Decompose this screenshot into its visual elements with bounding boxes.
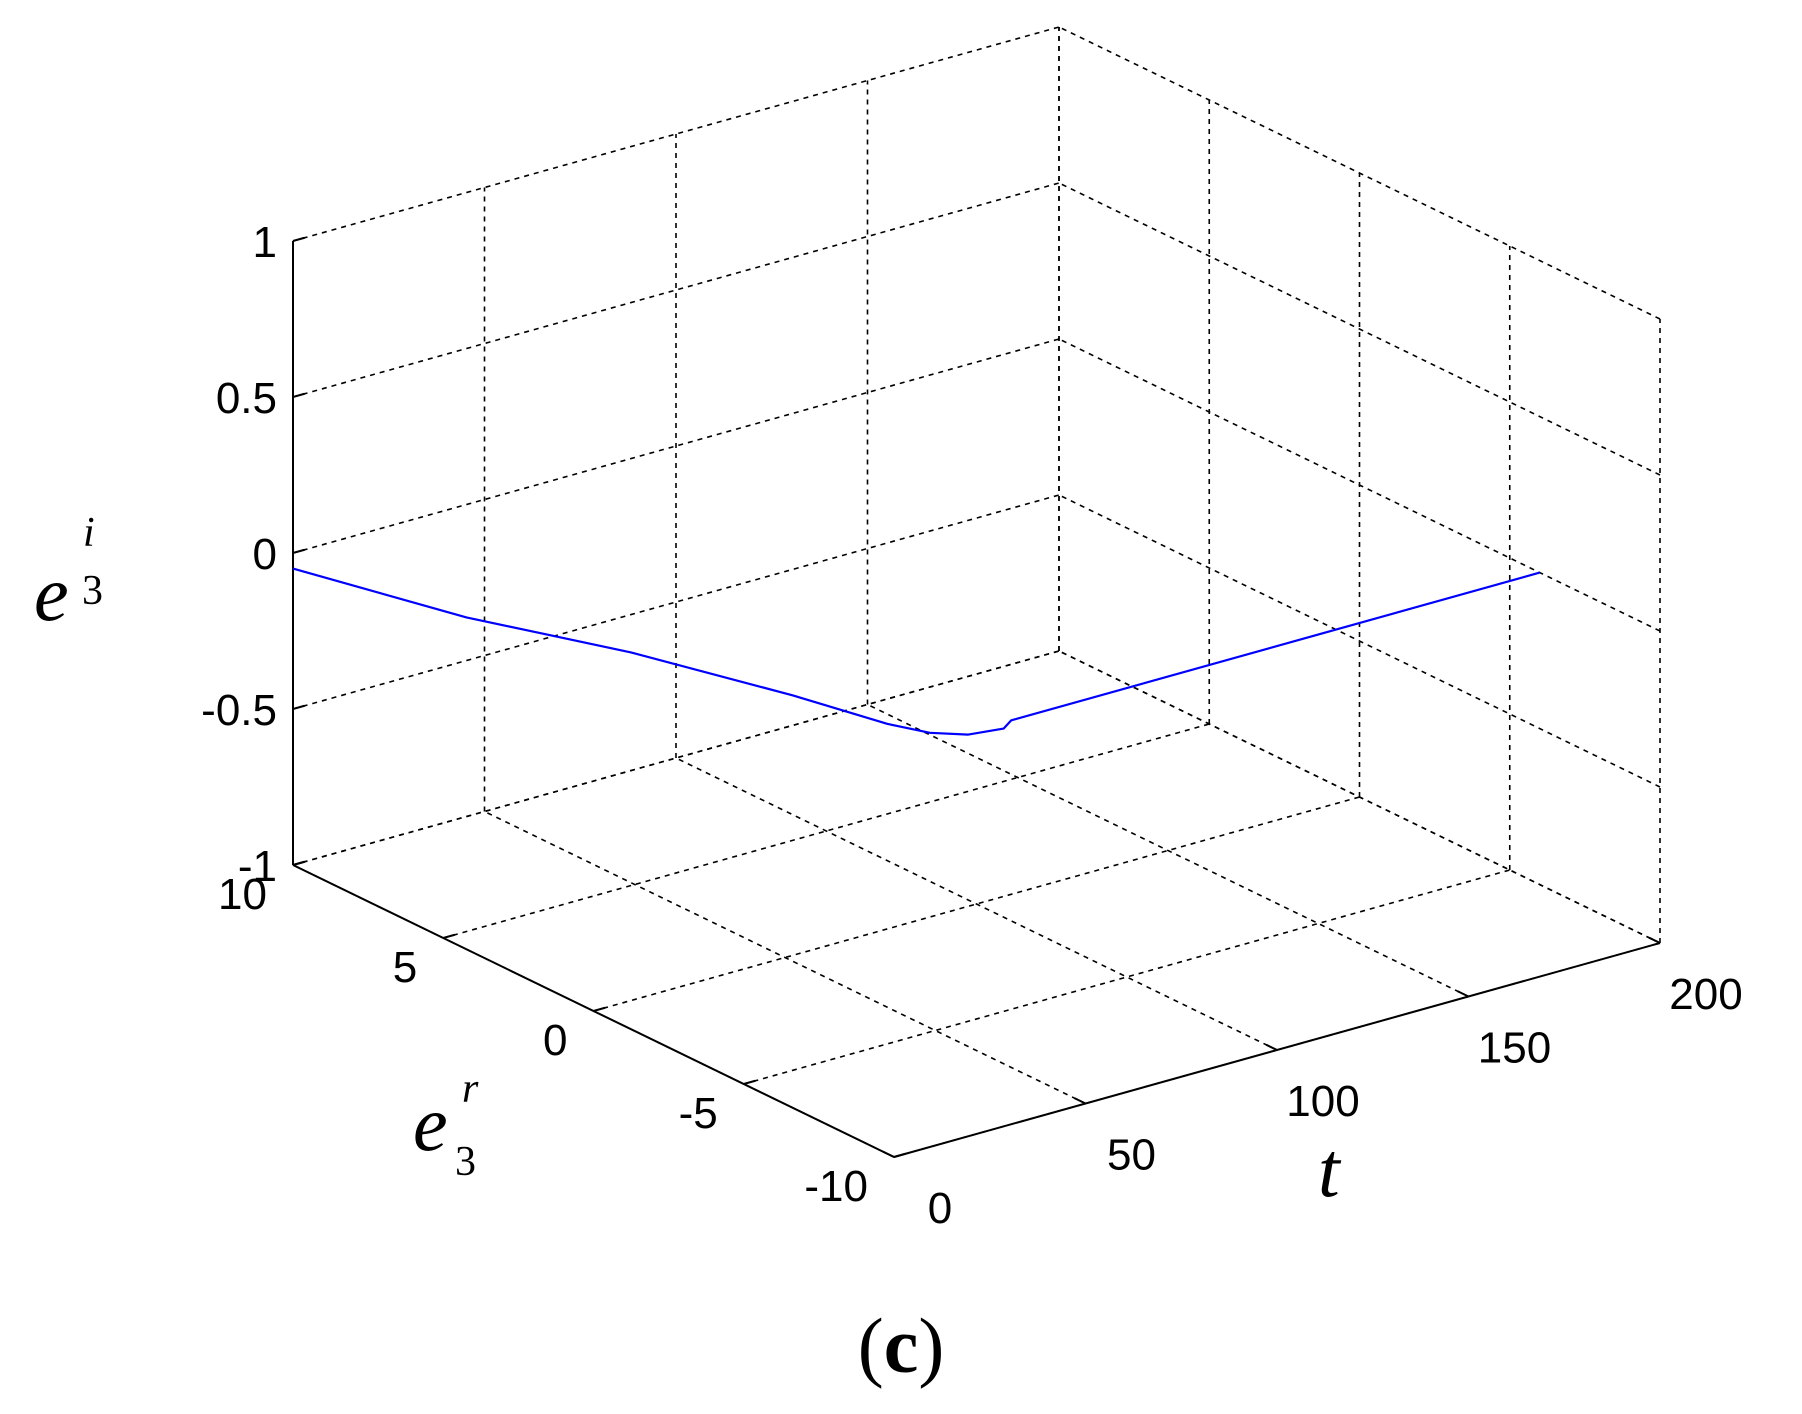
er-tick-mark xyxy=(743,1079,756,1085)
ei-axis-label-base: e xyxy=(34,550,69,637)
t-tick-label: 0 xyxy=(928,1184,952,1233)
er-axis-label: e xyxy=(413,1080,448,1167)
er-axis-label-base: e xyxy=(413,1080,448,1167)
er-tick-mark xyxy=(593,1006,606,1012)
t-tick-mark xyxy=(1457,990,1469,998)
er-tick-mark xyxy=(893,1152,906,1158)
grid-line-floor-t xyxy=(1058,650,1661,944)
data-series-line xyxy=(292,567,1541,736)
ei-tick-mark xyxy=(292,704,305,710)
t-tick-mark xyxy=(1648,936,1661,944)
grid-lines xyxy=(292,26,1661,1158)
caption-letter: c xyxy=(884,1302,919,1389)
ei-tick-label: -1 xyxy=(238,842,277,891)
t-tick-label: 50 xyxy=(1107,1131,1156,1180)
t-tick-label: 200 xyxy=(1669,970,1742,1019)
grid-line-side-wall-ei xyxy=(1058,26,1661,320)
ei-tick-label: -0.5 xyxy=(201,686,277,735)
ei-axis-label-sub: 3 xyxy=(82,568,103,614)
grid-line-side-wall-ei xyxy=(1058,494,1661,788)
t-tick-mark xyxy=(1265,1043,1278,1051)
er-axis-label-sub: 3 xyxy=(455,1139,476,1185)
ei-tick-label: 0 xyxy=(253,530,277,579)
grid-line-floor-er xyxy=(743,869,1510,1085)
t-tick-label: 150 xyxy=(1478,1024,1551,1073)
grid-line-floor-er xyxy=(593,796,1360,1012)
grid-line-floor-er xyxy=(292,650,1060,866)
er-tick-label: -5 xyxy=(679,1089,718,1138)
ei-tick-label: 0.5 xyxy=(216,374,277,423)
er-axis-label-sup: r xyxy=(462,1066,479,1112)
ei-tick-mark xyxy=(292,392,305,398)
grid-line-side-wall-ei xyxy=(1058,182,1661,476)
ei-tick-label: 1 xyxy=(253,218,277,267)
plot-area xyxy=(292,567,1541,736)
er-tick-mark xyxy=(442,933,456,939)
tick-labels: 0 50 100 150 200 -10 -5 0 5 10-1 -0.5 0 0.5 1 xyxy=(201,218,1743,1233)
er-tick-label: 10 xyxy=(218,870,267,919)
ei-tick-mark xyxy=(292,548,305,554)
grid-line-floor-er xyxy=(443,723,1210,939)
grid-line-side-wall-ei xyxy=(1058,338,1661,632)
grid-line-floor-t xyxy=(675,757,1278,1051)
er-tick-label: -10 xyxy=(804,1162,868,1211)
axes xyxy=(292,236,1661,1158)
caption-open-paren: ( xyxy=(858,1302,884,1389)
grid-line-floor-t xyxy=(867,703,1469,998)
er-tick-label: 5 xyxy=(393,943,417,992)
grid-line-back-wall-ei xyxy=(292,182,1060,398)
t-tick-label: 100 xyxy=(1286,1077,1359,1126)
grid-line-back-wall-ei xyxy=(292,26,1060,242)
caption-close-paren: ) xyxy=(918,1302,944,1389)
t-axis-label: t xyxy=(1318,1126,1342,1213)
t-tick-mark xyxy=(882,1150,895,1158)
grid-line-floor-t xyxy=(484,810,1086,1105)
ei-tick-mark xyxy=(292,236,305,242)
t-tick-mark xyxy=(1074,1097,1086,1105)
figure-caption: (c) xyxy=(858,1302,945,1389)
ei-tick-mark xyxy=(292,860,305,866)
er-tick-label: 0 xyxy=(543,1016,567,1065)
ei-axis-label-sup: i xyxy=(83,510,95,556)
grid-line-back-wall-ei xyxy=(292,494,1060,710)
ei-axis-label: e xyxy=(34,550,69,637)
grid-line-back-wall-ei xyxy=(292,338,1060,554)
